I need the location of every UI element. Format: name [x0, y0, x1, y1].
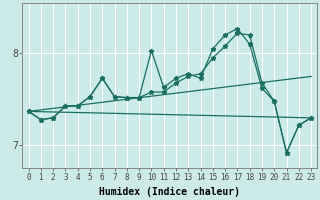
- X-axis label: Humidex (Indice chaleur): Humidex (Indice chaleur): [99, 187, 240, 197]
